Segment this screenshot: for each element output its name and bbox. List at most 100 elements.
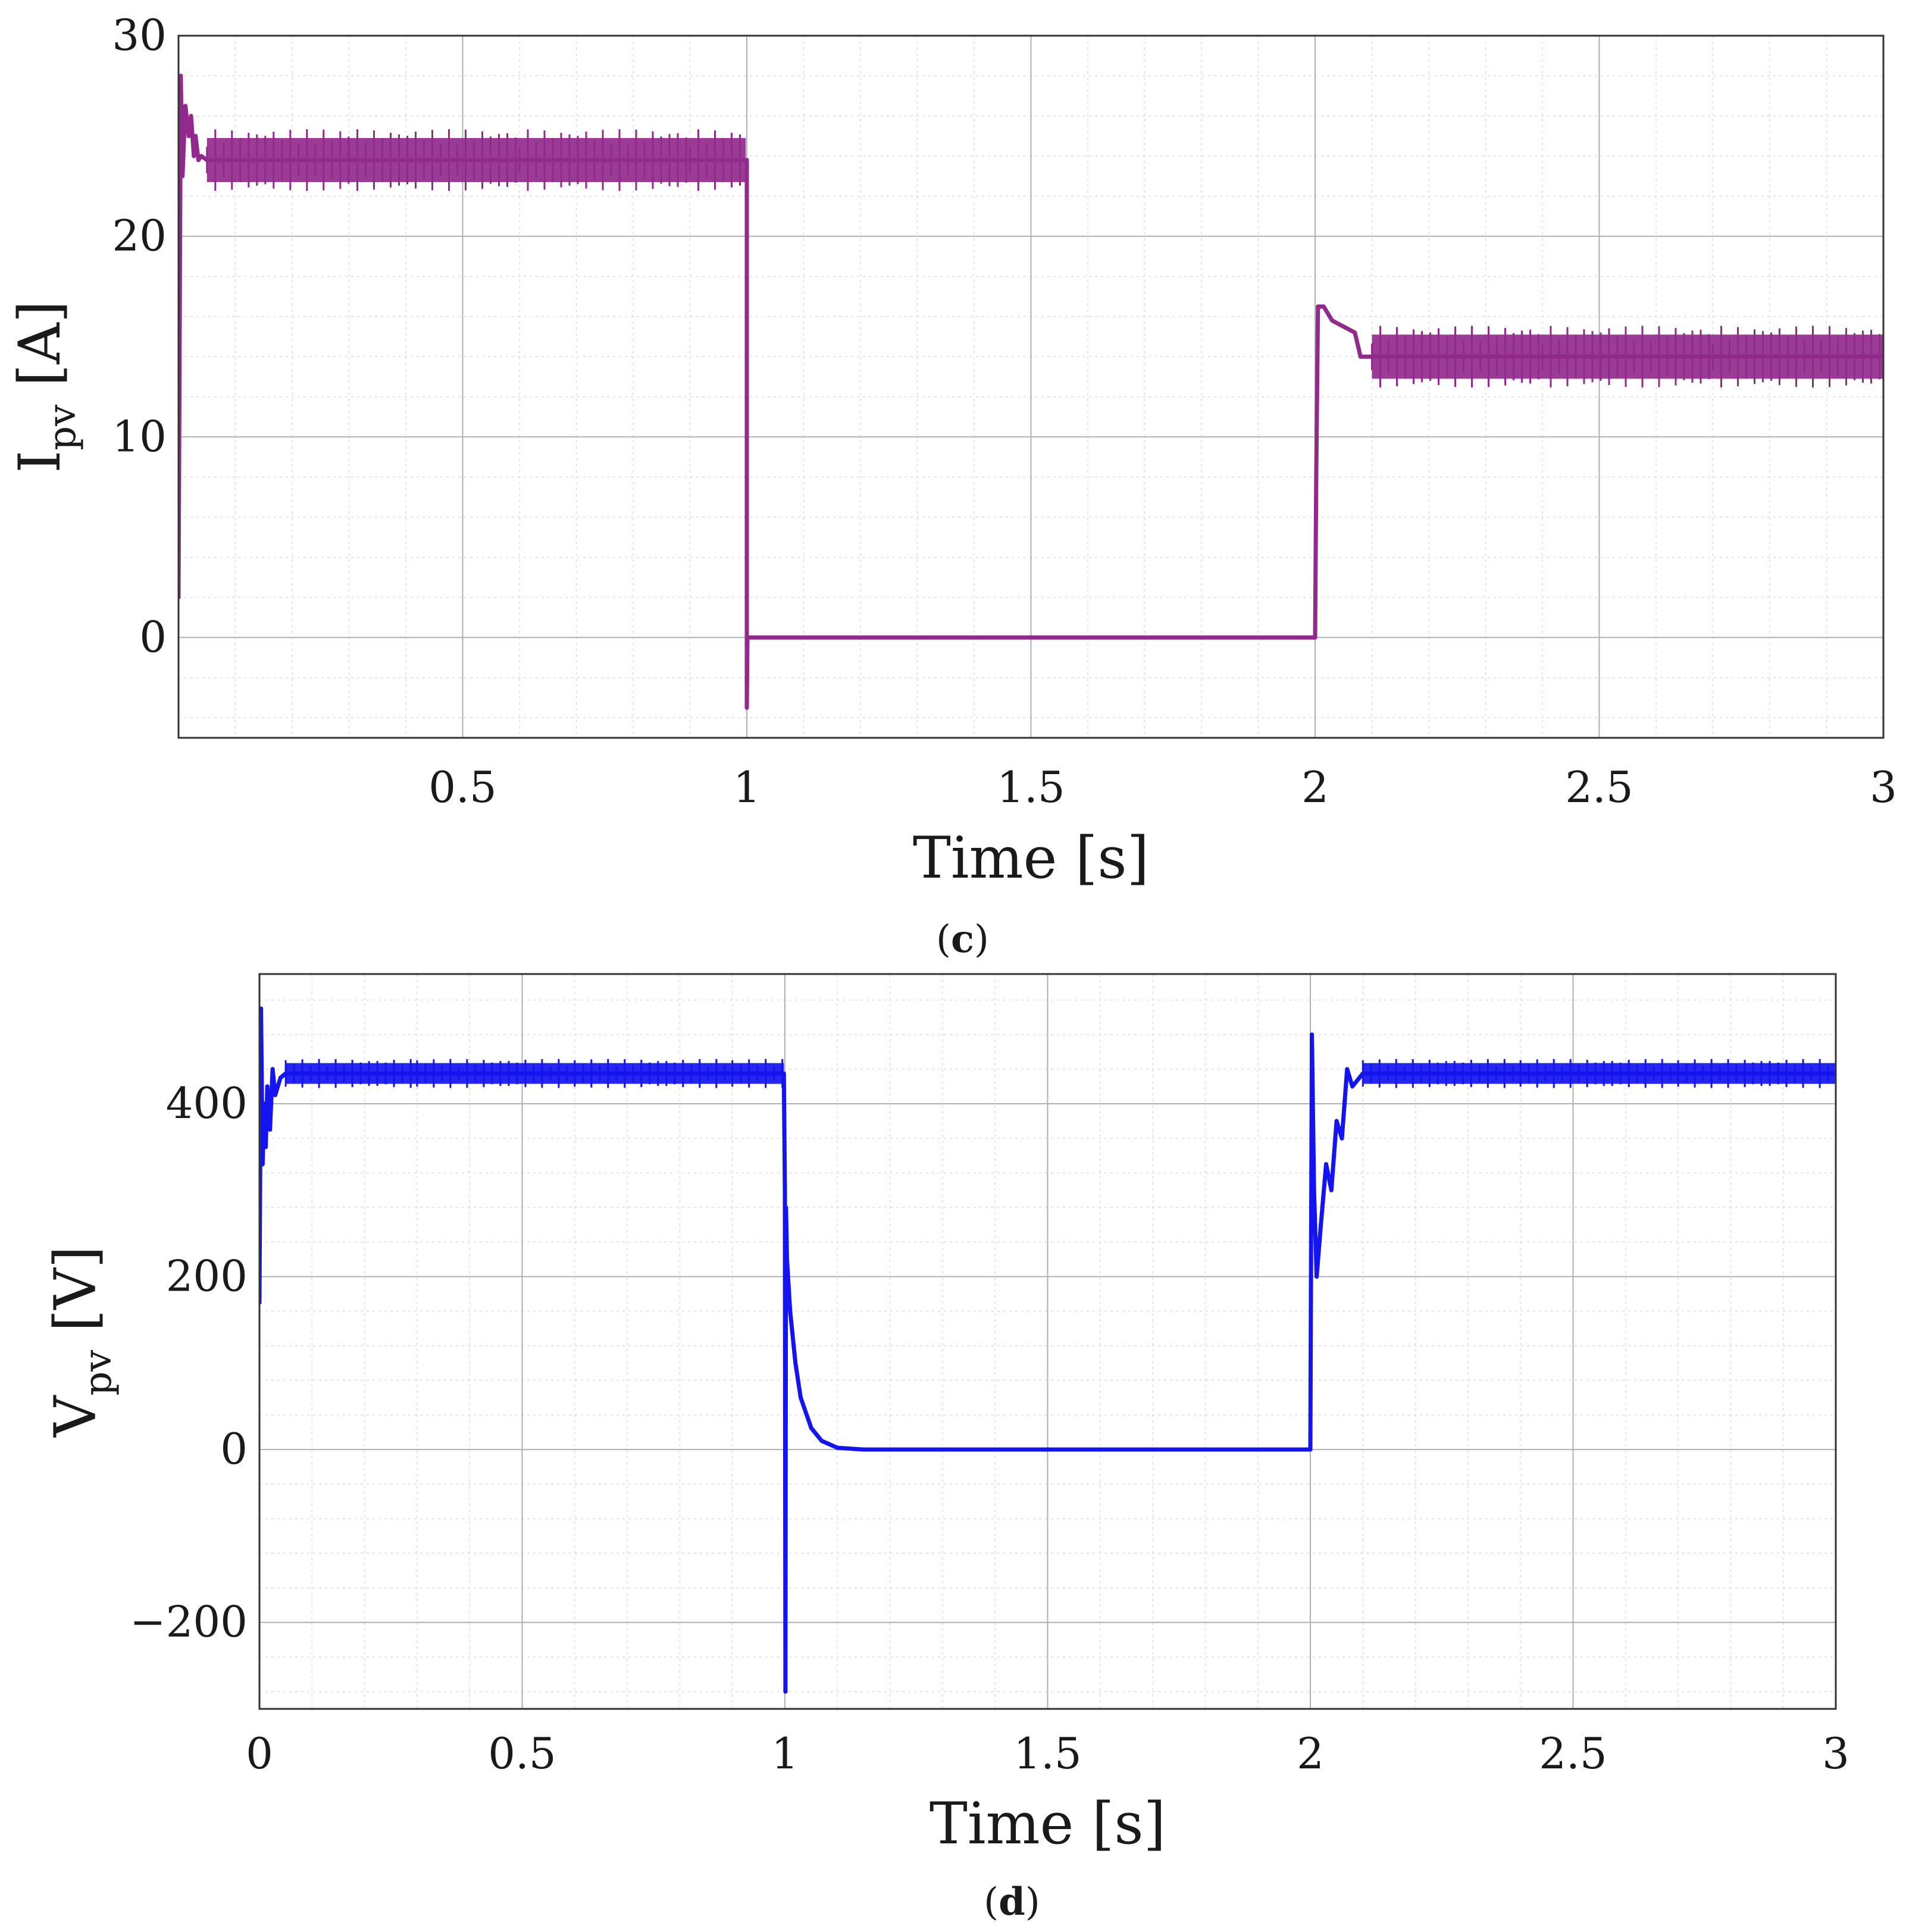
y-tick-label: 0 (139, 612, 167, 662)
data-point (205, 158, 209, 162)
data-point (186, 134, 191, 139)
data-point (1540, 354, 1545, 359)
data-point (1339, 1136, 1344, 1141)
data-point (730, 1071, 735, 1076)
data-point (259, 1006, 264, 1011)
panel-caption-letter: c (951, 917, 974, 962)
data-point (1323, 1162, 1328, 1167)
data-point (183, 104, 187, 108)
data-point (1321, 304, 1326, 309)
data-point (193, 134, 198, 139)
data-point (1358, 354, 1363, 359)
x-tick-label: 0.5 (428, 762, 497, 812)
y-tick-label: 400 (166, 1078, 248, 1128)
data-point (781, 1071, 786, 1076)
data-point (1313, 635, 1317, 640)
y-axis-title: Vpv [V] (42, 1246, 120, 1438)
y-axis-subscript: pv (40, 405, 84, 450)
y-tick-label: 20 (112, 211, 167, 261)
data-point (793, 1361, 798, 1366)
y-tick-label: 10 (112, 411, 167, 461)
data-point (1308, 1447, 1313, 1452)
data-point (1334, 1119, 1339, 1123)
data-point (888, 1447, 893, 1452)
data-point (1199, 635, 1204, 640)
panel-caption: (c) (936, 917, 989, 962)
data-point (835, 1445, 840, 1450)
y-tick-label: 30 (112, 10, 167, 60)
chart-panel-c: 0 10 20 30 0.5 1 1.5 2 2.5 3 Time [s] Ipv [A] (c) (7, 10, 1897, 962)
data-point (199, 154, 204, 158)
y-axis-symbol: I (7, 450, 73, 473)
data-point (1353, 330, 1357, 335)
x-tick-label: 2 (1301, 762, 1329, 812)
data-point (270, 1067, 275, 1072)
x-tick-label: 1.5 (997, 762, 1065, 812)
data-point (1316, 304, 1320, 309)
data-point (1046, 1447, 1050, 1452)
data-point (283, 1071, 288, 1076)
data-point (798, 1395, 803, 1400)
data-point (1312, 1188, 1316, 1192)
data-point (1310, 1032, 1315, 1037)
x-tick-label: 1 (733, 762, 760, 812)
data-point (1329, 1188, 1334, 1192)
x-tick-label: 1 (771, 1729, 799, 1778)
x-tick-label: 3 (1870, 762, 1897, 812)
data-point (1029, 635, 1033, 640)
data-point (744, 705, 749, 710)
data-point (276, 1084, 280, 1089)
data-point (744, 158, 749, 162)
data-point (180, 174, 185, 179)
data-point (189, 114, 193, 118)
data-point (192, 154, 196, 158)
panel-caption-letter: d (999, 1880, 1025, 1924)
x-tick-label: 2 (1297, 1729, 1324, 1778)
data-point (819, 1439, 824, 1443)
data-point (517, 158, 522, 162)
data-point (179, 73, 183, 78)
data-point (268, 1128, 273, 1132)
data-point (415, 1071, 420, 1076)
data-point (688, 158, 692, 162)
x-tick-label: 0 (246, 1729, 273, 1778)
data-point (858, 635, 863, 640)
y-tick-label: −200 (130, 1597, 248, 1647)
data-point (196, 158, 201, 162)
y-axis-unit: [A] (7, 300, 73, 405)
y-axis-subscript: pv (76, 1350, 120, 1396)
plot-frame (258, 973, 1837, 1710)
data-point (1203, 1447, 1207, 1452)
data-point (260, 1162, 265, 1167)
data-point (1370, 354, 1374, 359)
data-point (809, 1426, 813, 1430)
data-point (785, 1257, 790, 1261)
x-axis-title: Time [s] (929, 1790, 1166, 1857)
data-point (1676, 1071, 1680, 1076)
data-point (1319, 1222, 1323, 1227)
y-axis-title: Ipv [A] (7, 300, 84, 473)
y-tick-label: 0 (220, 1424, 248, 1474)
data-point (262, 1101, 267, 1106)
data-point (783, 1188, 787, 1192)
data-point (1345, 1067, 1350, 1072)
data-point (1330, 318, 1335, 323)
data-point (861, 1447, 866, 1452)
data-point (273, 1092, 277, 1097)
data-point (788, 1309, 793, 1314)
data-point (1314, 475, 1319, 480)
data-point (572, 1071, 577, 1076)
x-tick-label: 1.5 (1013, 1729, 1082, 1778)
data-point (278, 1075, 283, 1080)
data-point (1518, 1071, 1523, 1076)
data-point (783, 1689, 788, 1694)
x-tick-label: 2.5 (1539, 1729, 1607, 1778)
panel-caption: (d) (984, 1880, 1040, 1924)
chart-panel-d: −200 0 200 400 0 0.5 1 1.5 2 2.5 3 Time [s] Vpv [V] (… (42, 973, 1849, 1924)
series-line (259, 1006, 1836, 1694)
y-axis-symbol: V (42, 1395, 109, 1438)
data-point (746, 635, 751, 640)
x-tick-label: 3 (1822, 1729, 1849, 1778)
y-axis-unit: [V] (42, 1246, 109, 1350)
